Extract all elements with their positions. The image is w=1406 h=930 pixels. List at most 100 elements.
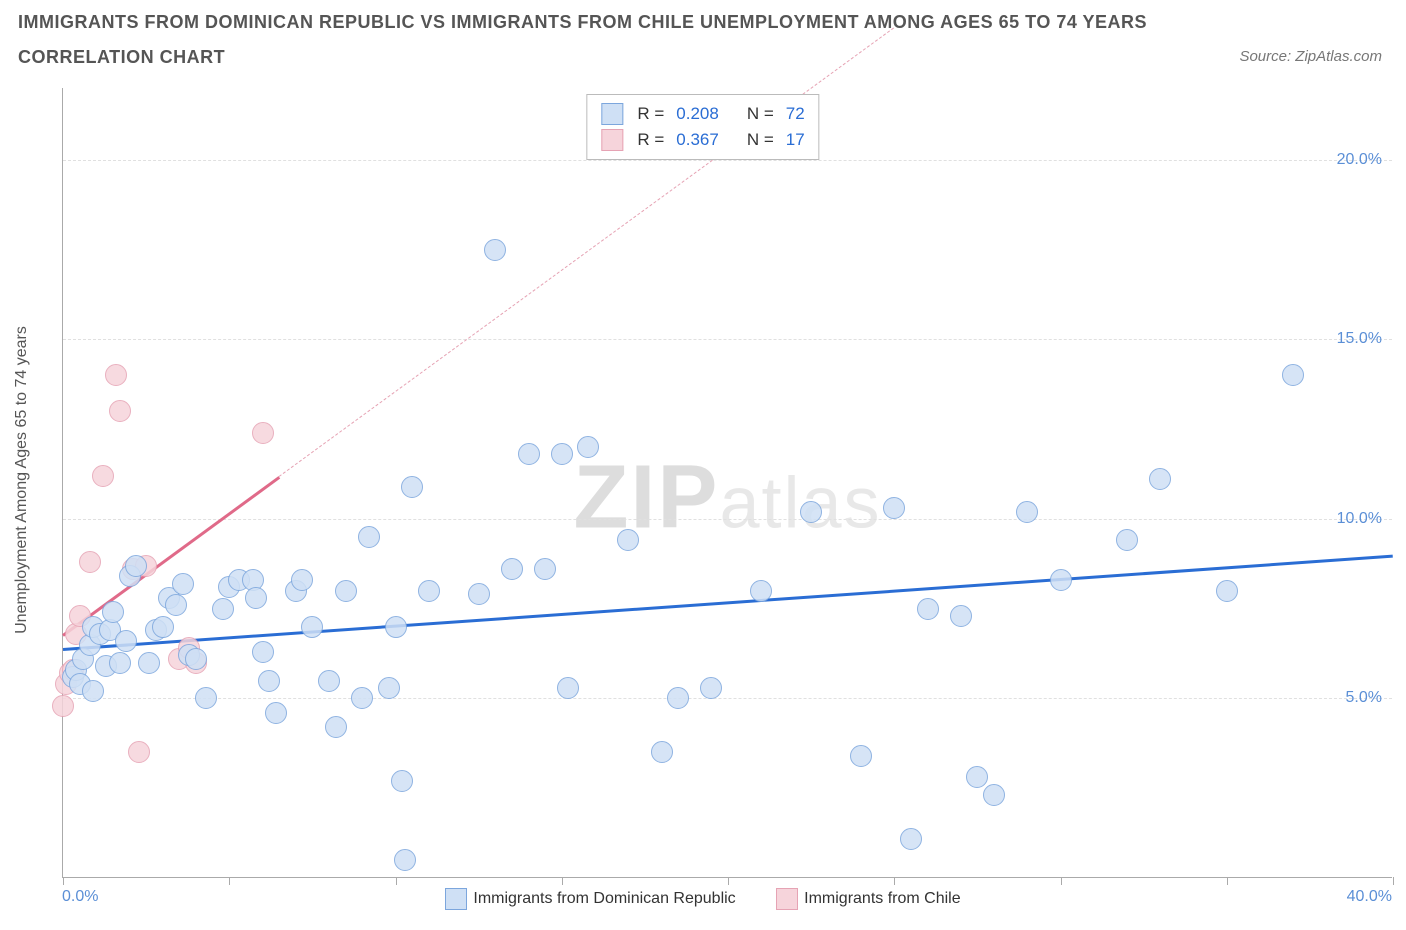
data-point <box>245 587 267 609</box>
data-point <box>983 784 1005 806</box>
data-point <box>617 529 639 551</box>
x-tick <box>229 877 230 885</box>
data-point <box>385 616 407 638</box>
n-label-dr: N = <box>747 104 774 124</box>
data-point <box>335 580 357 602</box>
data-point <box>700 677 722 699</box>
data-point <box>125 555 147 577</box>
chart-title-line1: IMMIGRANTS FROM DOMINICAN REPUBLIC VS IM… <box>18 12 1147 33</box>
data-point <box>301 616 323 638</box>
data-point <box>165 594 187 616</box>
data-point <box>1050 569 1072 591</box>
data-point <box>351 687 373 709</box>
data-point <box>92 465 114 487</box>
data-point <box>378 677 400 699</box>
y-axis-label: Unemployment Among Ages 65 to 74 years <box>13 326 31 634</box>
data-point <box>252 641 274 663</box>
data-point <box>950 605 972 627</box>
data-point <box>152 616 174 638</box>
data-point <box>1149 468 1171 490</box>
data-point <box>252 422 274 444</box>
swatch-chile-icon <box>601 129 623 151</box>
data-point <box>966 766 988 788</box>
y-tick-label: 20.0% <box>1337 151 1382 169</box>
y-tick-label: 10.0% <box>1337 510 1382 528</box>
data-point <box>850 745 872 767</box>
r-label-chile: R = <box>637 130 664 150</box>
data-point <box>318 670 340 692</box>
legend-label-dr: Immigrants from Dominican Republic <box>473 890 735 908</box>
data-point <box>325 716 347 738</box>
x-tick <box>1061 877 1062 885</box>
r-label-dr: R = <box>637 104 664 124</box>
data-point <box>291 569 313 591</box>
stats-legend-row-dr: R = 0.208 N = 72 <box>601 101 804 127</box>
x-tick <box>1227 877 1228 885</box>
data-point <box>138 652 160 674</box>
data-point <box>577 436 599 458</box>
data-point <box>800 501 822 523</box>
x-tick <box>728 877 729 885</box>
data-point <box>1116 529 1138 551</box>
stats-legend: R = 0.208 N = 72 R = 0.367 N = 17 <box>586 94 819 160</box>
data-point <box>750 580 772 602</box>
scatter-plot-area: ZIPatlas 5.0%10.0%15.0%20.0% <box>62 88 1392 878</box>
data-point <box>115 630 137 652</box>
data-point <box>212 598 234 620</box>
chart-title-line2: CORRELATION CHART <box>18 47 1147 68</box>
data-point <box>534 558 556 580</box>
r-value-chile: 0.367 <box>676 130 719 150</box>
data-point <box>128 741 150 763</box>
data-point <box>102 601 124 623</box>
data-point <box>265 702 287 724</box>
data-point <box>551 443 573 465</box>
data-point <box>468 583 490 605</box>
chart-header: IMMIGRANTS FROM DOMINICAN REPUBLIC VS IM… <box>18 12 1147 82</box>
x-tick <box>1393 877 1394 885</box>
source-label: Source: ZipAtlas.com <box>1239 48 1382 65</box>
series-legend: Immigrants from Dominican Republic Immig… <box>0 888 1406 915</box>
data-point <box>401 476 423 498</box>
x-tick <box>894 877 895 885</box>
data-point <box>667 687 689 709</box>
swatch-dr-icon <box>601 103 623 125</box>
data-point <box>52 695 74 717</box>
x-tick <box>562 877 563 885</box>
data-point <box>79 551 101 573</box>
n-value-chile: 17 <box>786 130 805 150</box>
data-point <box>391 770 413 792</box>
data-point <box>82 680 104 702</box>
watermark-zip: ZIP <box>573 448 719 548</box>
r-value-dr: 0.208 <box>676 104 719 124</box>
data-point <box>418 580 440 602</box>
data-point <box>358 526 380 548</box>
x-tick <box>396 877 397 885</box>
data-point <box>501 558 523 580</box>
data-point <box>484 239 506 261</box>
data-point <box>109 652 131 674</box>
data-point <box>394 849 416 871</box>
watermark-atlas: atlas <box>719 464 881 544</box>
swatch-dr-bottom-icon <box>445 888 467 910</box>
data-point <box>1282 364 1304 386</box>
legend-entry-chile: Immigrants from Chile <box>776 888 960 910</box>
legend-label-chile: Immigrants from Chile <box>804 890 960 908</box>
data-point <box>258 670 280 692</box>
stats-legend-row-chile: R = 0.367 N = 17 <box>601 127 804 153</box>
x-tick <box>63 877 64 885</box>
n-value-dr: 72 <box>786 104 805 124</box>
data-point <box>172 573 194 595</box>
data-point <box>185 648 207 670</box>
gridline <box>63 339 1392 340</box>
swatch-chile-bottom-icon <box>776 888 798 910</box>
gridline <box>63 519 1392 520</box>
y-tick-label: 15.0% <box>1337 330 1382 348</box>
data-point <box>1216 580 1238 602</box>
data-point <box>917 598 939 620</box>
data-point <box>195 687 217 709</box>
data-point <box>883 497 905 519</box>
data-point <box>900 828 922 850</box>
data-point <box>651 741 673 763</box>
data-point <box>518 443 540 465</box>
gridline <box>63 698 1392 699</box>
